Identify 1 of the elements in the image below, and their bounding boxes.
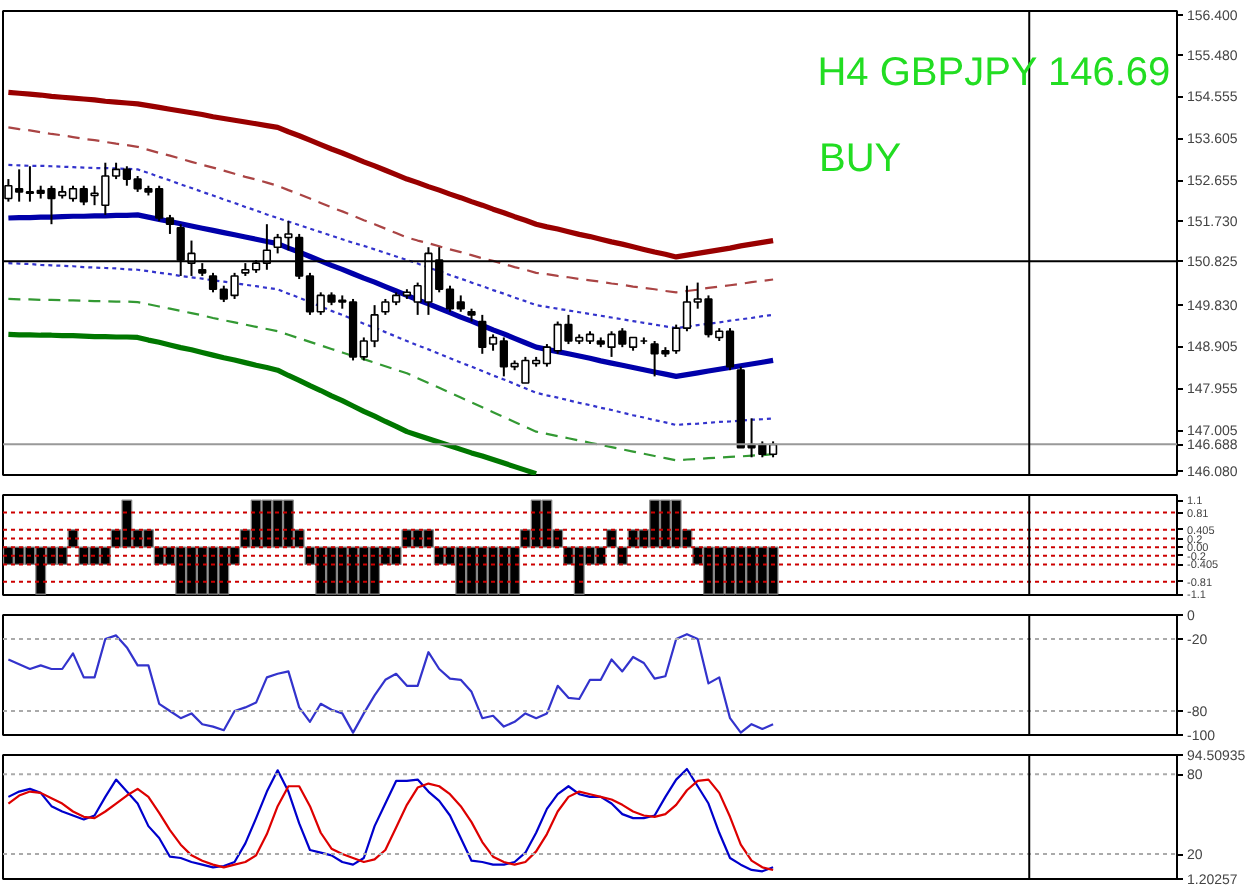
annotation: BUY	[819, 137, 902, 181]
